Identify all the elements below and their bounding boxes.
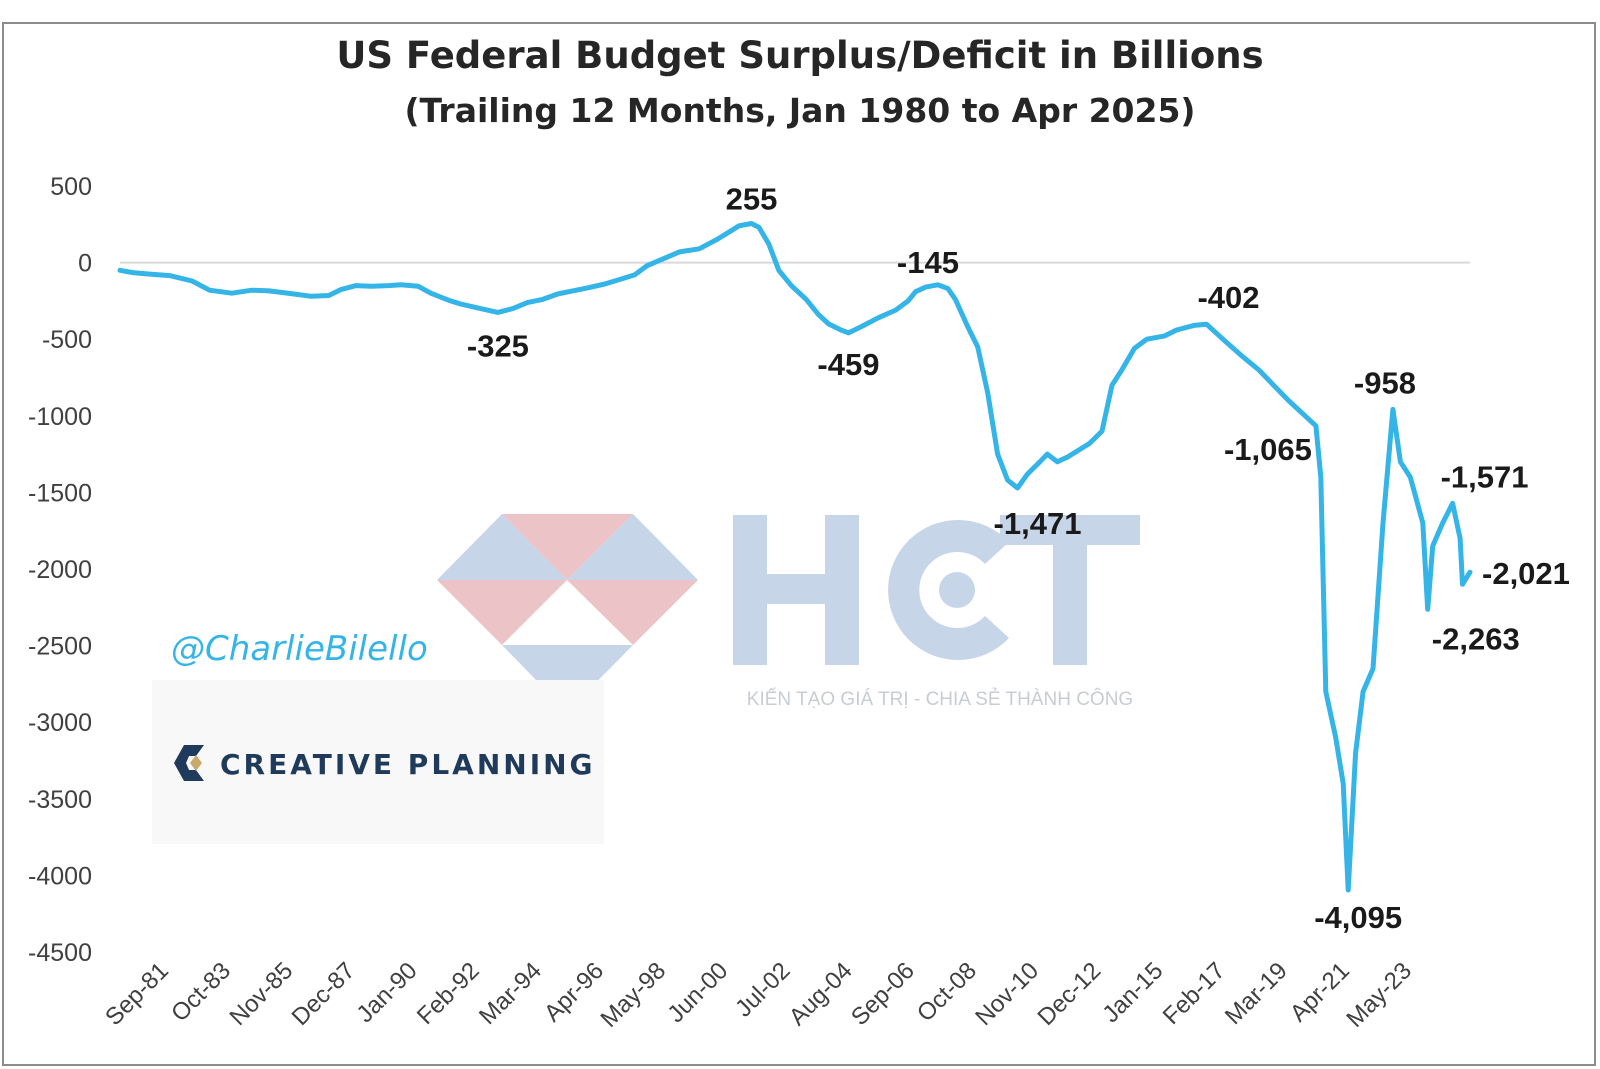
y-tick-label: -1000 — [28, 403, 92, 431]
x-tick-label: Mar-94 — [474, 957, 547, 1030]
hct-letters — [733, 515, 1140, 665]
x-tick-label: Mar-19 — [1220, 957, 1293, 1030]
hct-diamond-logo — [437, 514, 698, 712]
data-label: -1,571 — [1441, 459, 1529, 494]
x-tick-label: May-98 — [596, 957, 672, 1033]
creative-planning-logo — [174, 745, 204, 781]
y-tick-label: -3000 — [28, 709, 92, 737]
brand-name: CREATIVE PLANNING — [220, 748, 596, 781]
data-label: -325 — [467, 328, 529, 363]
x-axis: Sep-81Oct-83Nov-85Dec-87Jan-90Feb-92Mar-… — [100, 957, 1417, 1033]
x-tick-label: Oct-08 — [912, 957, 982, 1027]
y-tick-label: -1500 — [28, 479, 92, 507]
series-line — [117, 221, 1473, 893]
x-tick-label: Feb-92 — [412, 957, 485, 1030]
data-label: -402 — [1197, 280, 1259, 315]
x-tick-label: May-23 — [1341, 957, 1417, 1033]
chart-title: US Federal Budget Surplus/Deficit in Bil… — [336, 34, 1263, 77]
annotations: 255 -325 -459 -145 -1,471 -402 -1,065 -4,095 -95… — [467, 182, 1570, 935]
data-label: 255 — [726, 182, 778, 217]
x-tick-label: Jan-15 — [1097, 957, 1168, 1028]
author-handle: @CharlieBilello — [171, 629, 428, 669]
y-tick-label: -4000 — [28, 862, 92, 890]
data-label: -2,021 — [1482, 556, 1570, 591]
x-tick-label: Sep-06 — [846, 957, 920, 1031]
x-tick-label: Feb-17 — [1158, 957, 1231, 1030]
y-axis: 500 0 -500 -1000 -1500 -2000 -2500 -3000 -3500 -4… — [28, 173, 92, 967]
x-tick-label: Oct-83 — [166, 957, 236, 1027]
data-label: -1,065 — [1224, 432, 1312, 467]
x-tick-label: Jan-90 — [352, 957, 423, 1028]
y-tick-label: -3500 — [28, 786, 92, 814]
y-tick-label: -500 — [42, 326, 92, 354]
series-group — [117, 221, 1473, 893]
data-label: -958 — [1354, 365, 1416, 400]
x-tick-label: Dec-87 — [287, 957, 361, 1031]
y-tick-label: 0 — [78, 250, 92, 278]
chart-frame — [2, 22, 1596, 1066]
chart-subtitle: (Trailing 12 Months, Jan 1980 to Apr 202… — [404, 91, 1195, 130]
brand-panel — [152, 680, 604, 844]
hct-tagline: KIẾN TẠO GIÁ TRỊ - CHIA SẺ THÀNH CÔNG — [747, 688, 1133, 710]
y-tick-label: 500 — [50, 173, 92, 201]
data-label: -459 — [817, 347, 879, 382]
x-tick-label: Sep-81 — [100, 957, 174, 1031]
x-tick-label: Nov-10 — [970, 957, 1044, 1031]
y-tick-label: -2500 — [28, 633, 92, 661]
hct-watermark: KIẾN TẠO GIÁ TRỊ - CHIA SẺ THÀNH CÔNG — [437, 514, 1140, 712]
y-tick-label: -2000 — [28, 556, 92, 584]
data-label: -2,263 — [1432, 621, 1520, 656]
data-label: -1,471 — [994, 506, 1082, 541]
x-tick-label: Aug-04 — [784, 957, 858, 1031]
x-tick-label: Dec-12 — [1032, 957, 1106, 1031]
data-label: -145 — [897, 245, 959, 280]
x-tick-label: Nov-85 — [224, 957, 298, 1031]
data-label: -4,095 — [1314, 900, 1402, 935]
x-tick-label: Jun-00 — [662, 957, 733, 1028]
y-tick-label: -4500 — [28, 939, 92, 967]
